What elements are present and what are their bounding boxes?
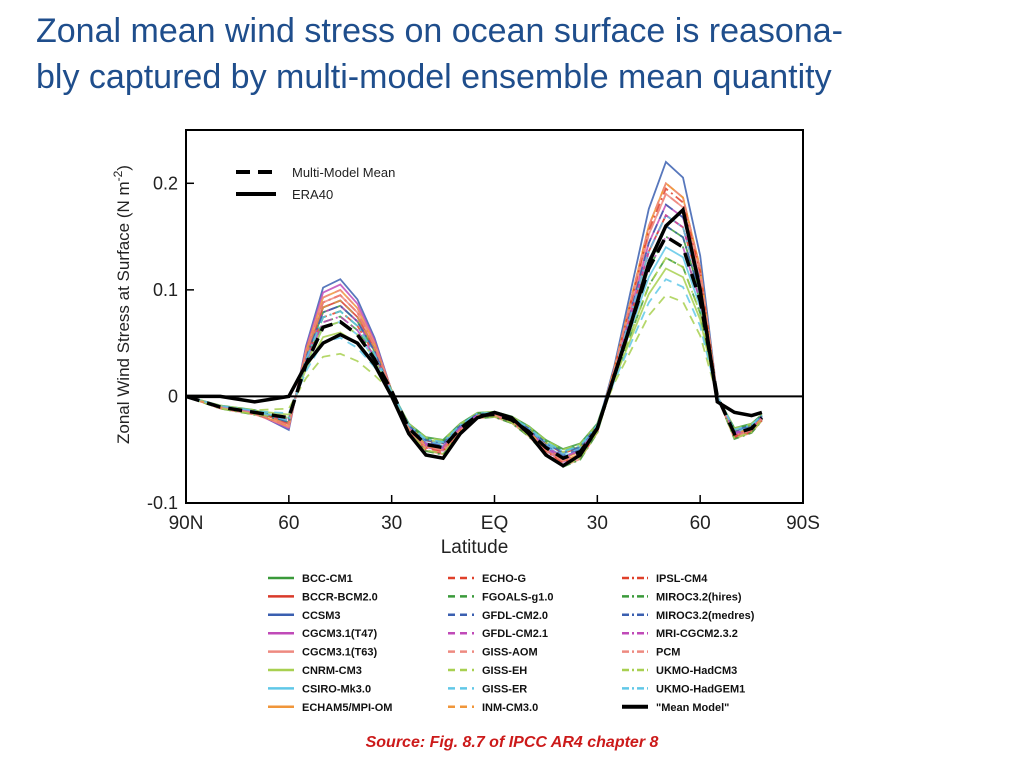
model-legend-label-giss-aom: GISS-AOM <box>482 647 538 659</box>
inner-legend-group: Multi-Model Mean ERA40 <box>236 165 395 202</box>
y-axis-label-superscript: -2 <box>111 170 125 181</box>
model-legend-label-csiro-mk3-0: CSIRO-Mk3.0 <box>302 683 371 695</box>
model-legend-label-giss-er: GISS-ER <box>482 683 527 695</box>
model-line-ipsl-cm4 <box>185 187 763 464</box>
y-tick-label: 0.1 <box>153 280 178 300</box>
model-legend-label-echo-g: ECHO-G <box>482 573 526 585</box>
model-legend-label-gfdl-cm2-1: GFDL-CM2.1 <box>482 628 548 640</box>
model-legend-label-pcm: PCM <box>656 647 680 659</box>
slide-title: Zonal mean wind stress on ocean surface … <box>36 8 1006 100</box>
source-note: Source: Fig. 8.7 of IPCC AR4 chapter 8 <box>365 734 659 751</box>
model-legend-label-bccr-bcm2-0: BCCR-BCM2.0 <box>302 591 378 603</box>
model-legend-label-ukmo-hadgem1: UKMO-HadGEM1 <box>656 683 745 695</box>
model-line-cnrm-cm3 <box>185 267 763 454</box>
model-line-csiro-mk3-0 <box>185 245 763 458</box>
slide-title-line-1: Zonal mean wind stress on ocean surface … <box>36 12 843 50</box>
model-legend-label-cgcm3-1-t47: CGCM3.1(T47) <box>302 628 378 640</box>
model-legend-label-cgcm3-1-t63: CGCM3.1(T63) <box>302 647 378 659</box>
model-line-ukmo-hadcm3 <box>185 256 763 467</box>
y-tick-label: -0.1 <box>147 493 178 513</box>
model-legend-label-fgoals-g1-0: FGOALS-g1.0 <box>482 591 554 603</box>
model-line-giss-aom <box>185 192 763 465</box>
model-line-giss-eh <box>185 294 763 451</box>
inner-legend-label-multi-model-mean: Multi-Model Mean <box>292 165 395 180</box>
y-axis-label: Zonal Wind Stress at Surface (N m-2) <box>111 165 133 444</box>
inner-legend-label-era40: ERA40 <box>292 187 333 202</box>
main-lines-group <box>185 206 764 468</box>
model-legend-label-gfdl-cm2-0: GFDL-CM2.0 <box>482 610 548 622</box>
x-tick-label: 60 <box>278 513 299 534</box>
model-line-mri-cgcm2-3-2 <box>185 235 763 458</box>
chart-axes-group: 90N 60 30 EQ 30 60 90S -0.1 0 0.1 0.2 Latitude Zonal… <box>111 129 820 558</box>
plot-frame <box>185 129 804 504</box>
model-legend-group: BCC-CM1 BCCR-BCM2.0 CCSM3 CGCM3.1(T47) CGCM3… <box>268 573 755 714</box>
model-legend-label-bcc-cm1: BCC-CM1 <box>302 573 353 585</box>
x-tick-label: EQ <box>481 513 508 534</box>
x-tick-label: 60 <box>690 513 711 534</box>
x-tick-label: 30 <box>381 513 402 534</box>
y-tick-label: 0.2 <box>153 173 178 193</box>
x-axis-label: Latitude <box>441 537 509 558</box>
model-legend-label-ccsm3: CCSM3 <box>302 610 341 622</box>
model-line-cgcm3-1-t63 <box>185 192 763 468</box>
x-tick-label: 90N <box>169 513 204 534</box>
model-legend-label-echam5-mpi-om: ECHAM5/MPI-OM <box>302 702 392 714</box>
model-line-pcm <box>185 181 763 463</box>
model-line-miroc3-2-medres <box>185 224 763 454</box>
model-legend-label-miroc3-2-hires: MIROC3.2(hires) <box>656 591 742 603</box>
y-axis-label-close: ) <box>114 165 133 171</box>
model-legend-label-mean-model: "Mean Model" <box>656 702 729 714</box>
model-legend-label-inm-cm3-0: INM-CM3.0 <box>482 702 538 714</box>
x-tick-label: 30 <box>587 513 608 534</box>
y-tick-label: 0 <box>168 386 178 406</box>
model-line-giss-er <box>185 278 763 455</box>
series-line-multi-model-mean <box>185 234 764 461</box>
wind-stress-chart: 90N 60 30 EQ 30 60 90S -0.1 0 0.1 0.2 Latitude Zonal… <box>111 129 820 714</box>
slide-title-line-2: bly captured by multi-model ensemble mea… <box>36 58 832 96</box>
x-tick-label: 90S <box>786 513 820 534</box>
model-legend-label-ipsl-cm4: IPSL-CM4 <box>656 573 708 585</box>
model-legend-label-giss-eh: GISS-EH <box>482 665 527 677</box>
y-axis-label-text: Zonal Wind Stress at Surface (N m <box>114 181 133 444</box>
model-legend-label-ukmo-hadcm3: UKMO-HadCM3 <box>656 665 737 677</box>
model-line-miroc3-2-hires <box>185 235 763 468</box>
series-line-era40 <box>186 206 763 468</box>
model-legend-label-miroc3-2-medres: MIROC3.2(medres) <box>656 610 755 622</box>
model-legend-label-cnrm-cm3: CNRM-CM3 <box>302 665 362 677</box>
model-legend-label-mri-cgcm2-3-2: MRI-CGCM2.3.2 <box>656 628 738 640</box>
